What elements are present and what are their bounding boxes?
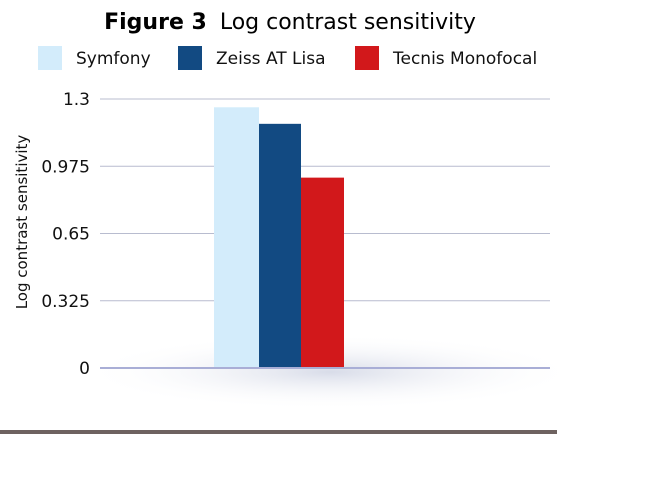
y-tick-label: 0.65 [52,225,90,245]
bar-zeiss-at-lisa [259,123,301,368]
legend: Symfony Zeiss AT Lisa Tecnis Monofocal [38,46,537,70]
legend-label: Zeiss AT Lisa [216,49,326,69]
y-axis-label: Log contrast sensitivity [13,135,31,310]
bars [214,107,344,369]
y-tick-label: 0.975 [41,157,90,177]
legend-label: Tecnis Monofocal [392,49,537,69]
legend-swatch [355,46,379,70]
chart-title: Figure 3 Log contrast sensitivity [104,10,476,35]
plot-shadow [80,334,580,410]
bar-symfony [214,107,259,369]
y-tick-label: 1.3 [63,90,90,110]
legend-label: Symfony [76,49,151,69]
chart-title-rest: Log contrast sensitivity [220,10,476,35]
footer-rule [0,430,557,434]
legend-swatch [38,46,62,70]
y-tick-labels: 0 0.325 0.65 0.975 1.3 [41,90,90,379]
bar-tecnis-monofocal [301,177,344,368]
legend-swatch [178,46,202,70]
y-tick-label: 0.325 [41,292,90,312]
y-tick-label: 0 [79,359,90,379]
chart-title-prefix: Figure 3 [104,10,207,35]
